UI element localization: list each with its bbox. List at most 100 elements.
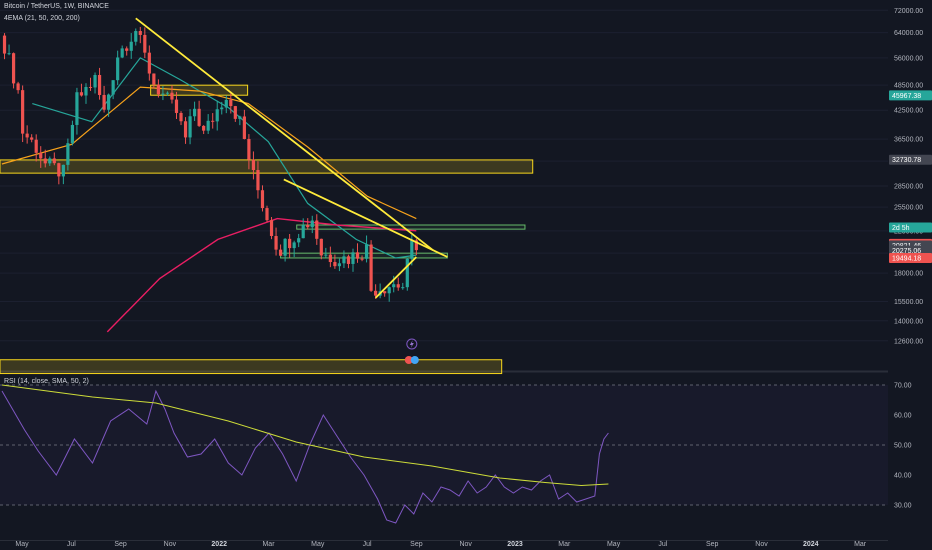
candle-down [319, 238, 323, 256]
candle-down [260, 190, 265, 209]
price-tick-label: 42500.00 [894, 108, 923, 115]
candle-down [202, 125, 206, 131]
candle-up [70, 124, 75, 144]
candle-down [315, 220, 319, 239]
candle-down [414, 240, 418, 251]
candle-down [102, 94, 106, 110]
price-tick-label: 14000.00 [894, 318, 923, 325]
time-tick-label: 2023 [507, 541, 523, 548]
time-tick-label: May [311, 541, 325, 548]
candle-down [156, 84, 160, 95]
price-tick-label: 18000.00 [894, 271, 923, 278]
candle-down [247, 138, 251, 160]
rsi-tick-label: 50.00 [894, 443, 912, 450]
trendline [135, 17, 434, 252]
rsi-line [1, 389, 609, 524]
price-axis: 72000.00 64000.00 56000.00 48500.00 42500.00… [888, 0, 932, 550]
candle-down [152, 73, 156, 85]
candle-down [57, 163, 61, 177]
candle-down [242, 116, 246, 139]
rsi-tick-label: 40.00 [894, 473, 912, 480]
candle-up [161, 93, 165, 95]
candle-up [93, 75, 97, 88]
candle-up [410, 240, 414, 259]
price-badge-label: 32730.78 [892, 157, 921, 164]
candle-down [25, 133, 29, 138]
price-badge [889, 90, 932, 101]
candle-up [224, 99, 228, 108]
rsi-tick-label: 30.00 [894, 503, 912, 510]
candle-up [61, 164, 65, 177]
candle-down [16, 83, 20, 91]
ema-200-line [106, 217, 417, 333]
time-tick-label: Sep [410, 541, 423, 548]
price-badge [889, 222, 932, 233]
time-tick-label: Jul [67, 541, 76, 548]
candle-down [147, 52, 151, 74]
time-tick-label: Nov [459, 541, 472, 548]
time-tick-label: Mar [262, 541, 275, 548]
candle-down [79, 92, 84, 96]
candle-up [188, 116, 192, 138]
candle-down [34, 139, 38, 153]
candle-down [374, 290, 378, 296]
trendline [374, 256, 417, 299]
candle-up [392, 284, 396, 288]
candle-down [11, 53, 16, 84]
candle-down [288, 238, 292, 249]
time-tick-label: Mar [558, 541, 571, 548]
price-badge-label: 2d 5h [892, 225, 910, 232]
candle-up [342, 256, 346, 264]
candle-up [120, 48, 124, 58]
candle-up [301, 225, 305, 239]
candle-down [30, 137, 34, 140]
rsi-legend: RSI (14, close, SMA, 50, 2) [4, 378, 89, 385]
price-badge [889, 154, 932, 165]
price-tick-label: 56000.00 [894, 55, 923, 62]
lightning-bolt [409, 340, 414, 348]
event-flag-icon [410, 356, 419, 364]
rsi-tick-label: 60.00 [894, 413, 912, 420]
candle-down [183, 121, 188, 138]
candle-up [405, 258, 409, 288]
ema-legend: 4EMA (21, 50, 200, 200) [4, 15, 80, 22]
candle-up [165, 92, 170, 94]
candle-up [7, 53, 11, 55]
candle-down [265, 208, 269, 221]
candle-down [333, 262, 337, 267]
rsi-ma-line [1, 384, 609, 487]
time-tick-label: Sep [706, 541, 719, 548]
price-tick-label: 48500.00 [894, 83, 923, 90]
time-tick-label: May [15, 541, 29, 548]
candle-down [360, 258, 364, 260]
candle-down [256, 170, 260, 191]
candle-up [401, 287, 405, 289]
candle-up [116, 57, 120, 81]
candle-down [229, 99, 233, 107]
candle-up [351, 252, 355, 264]
candle-down [52, 158, 56, 164]
candle-down [233, 106, 237, 119]
time-tick-label: Jul [363, 541, 372, 548]
zone-green [296, 224, 526, 230]
candle-up [107, 94, 111, 110]
time-tick-label: Sep [114, 541, 127, 548]
candle-down [346, 256, 351, 264]
candle-down [174, 99, 179, 113]
candle-down [43, 158, 47, 164]
candle-up [66, 143, 70, 165]
time-tick-label: Nov [755, 541, 768, 548]
price-badge [889, 253, 932, 264]
candle-down [125, 48, 129, 51]
candle-up [324, 254, 328, 256]
price-badge-label: 20275.06 [892, 248, 921, 255]
event-markers [404, 338, 419, 364]
candle-down [2, 35, 7, 54]
candle-down [143, 34, 147, 53]
candle-up [84, 86, 88, 96]
candle-up [387, 287, 391, 294]
candle-down [328, 254, 332, 263]
price-tick-label: 36500.00 [894, 137, 923, 144]
zone-green [280, 252, 448, 259]
